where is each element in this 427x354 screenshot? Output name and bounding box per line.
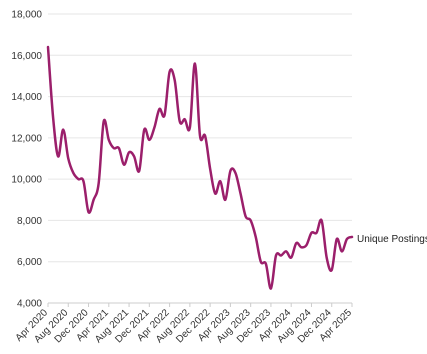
y-tick-label: 14,000 (11, 92, 42, 103)
series-line-unique-postings (46, 45, 354, 290)
series-layer (46, 45, 354, 290)
y-tick-label: 4,000 (17, 299, 42, 310)
y-tick-label: 16,000 (11, 51, 42, 62)
series-label: Unique Postings (357, 234, 427, 245)
series-labels: Unique Postings (357, 234, 427, 245)
grid-layer (48, 13, 352, 304)
y-tick-label: 6,000 (17, 257, 42, 268)
y-tick-label: 12,000 (11, 133, 42, 144)
y-tick-label: 8,000 (17, 216, 42, 227)
y-tick-label: 18,000 (11, 10, 42, 21)
y-tick-label: 10,000 (11, 175, 42, 186)
y-axis: 4,000 6,000 8,000 10,000 12,000 14,000 16,000 1… (11, 10, 42, 310)
